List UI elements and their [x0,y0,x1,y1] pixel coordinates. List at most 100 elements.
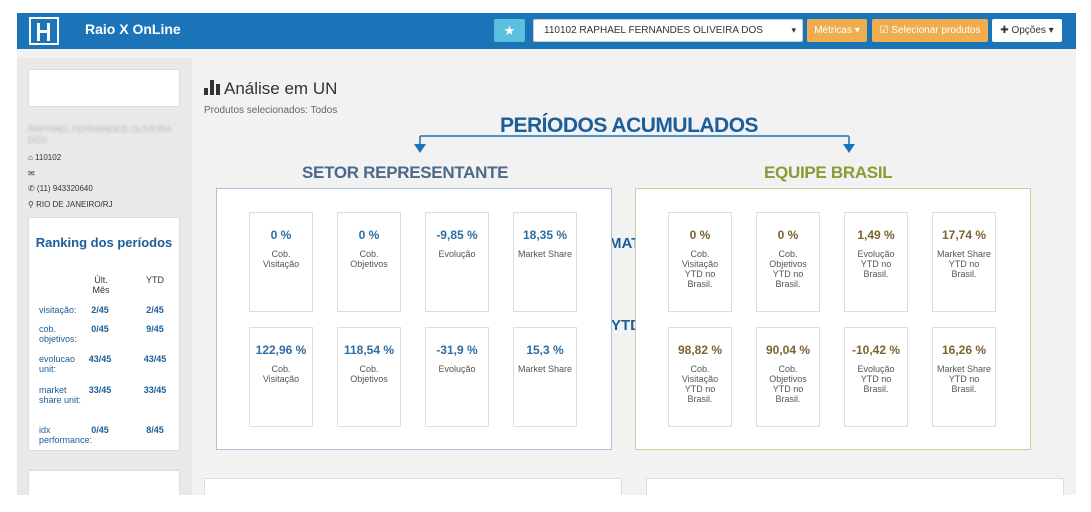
metric-label: Cob. Objetivos YTD no Brasil. [769,249,807,289]
bottom-panel-left [204,478,622,495]
metric-card: 17,74 % Market Share YTD no Brasil. [932,212,996,312]
metric-card: 15,3 % Market Share [513,327,577,427]
representative-select-value: 110102 RAPHAEL FERNANDES OLIVEIRA DOS [544,25,763,36]
metric-card: 90,04 % Cob. Objetivos YTD no Brasil. [756,327,820,427]
avatar [28,69,180,107]
metric-card: 0 % Cob. Visitação [249,212,313,312]
metric-card: -10,42 % Evolução YTD no Brasil. [844,327,908,427]
metric-card: 98,82 % Cob. Visitação YTD no Brasil. [668,327,732,427]
sidebar: RAPHAEL FERNANDES OLIVEIRA DOS ⌂ 110102 … [17,58,192,495]
section-title-equipe-brasil: EQUIPE BRASIL [764,163,893,182]
page-title: Análise em UN [204,79,337,99]
ranking-month-value: 33/45 [88,385,112,395]
metric-label: Market Share [517,249,573,259]
metric-card: 0 % Cob. Objetivos [337,212,401,312]
ranking-label-market-share: market share unit: [39,385,82,405]
star-icon: ★ [503,23,516,38]
page-title-text: Análise em UN [224,79,338,98]
equipe-brasil-panel: 0 % Cob. Visitação YTD no Brasil. 0 % Co… [635,188,1031,450]
ranking-col-ytd: YTD [146,275,164,285]
metric-value: 122,96 % [255,343,307,357]
select-products-button[interactable]: ☑ Selecionar produtos [872,19,988,42]
bottom-panel-right [646,478,1064,495]
metric-label: Evolução [438,364,476,374]
metric-value: -10,42 % [851,343,901,357]
ranking-month-value: 0/45 [91,324,109,334]
ranking-ytd-value: 33/45 [143,385,167,395]
section-title-setor: SETOR REPRESENTANTE [302,163,509,182]
metric-card: 118,54 % Cob. Objetivos [337,327,401,427]
metric-label: Market Share YTD no Brasil. [936,249,992,279]
metric-value: 90,04 % [765,343,811,357]
metric-label: Market Share YTD no Brasil. [936,364,992,394]
ranking-month-value: 43/45 [88,354,112,364]
metric-card: -9,85 % Evolução [425,212,489,312]
metric-card: -31,9 % Evolução [425,327,489,427]
metric-value: 1,49 % [857,228,895,242]
chevron-down-icon: ▾ [791,25,796,35]
representative-select[interactable]: 110102 RAPHAEL FERNANDES OLIVEIRA DOS ▾ [533,19,803,42]
ranking-label-evolucao: evolucao unit: [39,354,76,374]
metric-label: Cob. Visitação YTD no Brasil. [681,249,719,289]
ranking-label-visitacao: visitação: [39,305,77,315]
metric-label: Cob. Visitação [262,364,300,384]
ytd-label: YTD [611,317,641,334]
metric-value: -31,9 % [436,343,478,357]
metric-label: Cob. Objetivos [350,249,388,269]
annotation-periodos-acumulados: PERÍODOS ACUMULADOS [500,114,759,137]
ranking-ytd-value: 9/45 [146,324,164,334]
rep-phone: ✆ (11) 943320640 [28,184,93,193]
metric-value: 0 % [270,228,292,242]
envelope-icon[interactable]: ✉ [28,169,35,178]
bar-chart-icon [204,80,220,95]
options-dropdown-button[interactable]: ✚ Opções ▾ [992,19,1062,42]
ranking-month-value: 0/45 [91,425,109,435]
sidebar-secondary-panel [28,470,180,495]
metric-value: -9,85 % [436,228,478,242]
metric-label: Evolução YTD no Brasil. [857,364,895,394]
metric-value: 15,3 % [526,343,564,357]
metric-card: 18,35 % Market Share [513,212,577,312]
metric-label: Cob. Objetivos YTD no Brasil. [769,364,807,404]
favorite-star-button[interactable]: ★ [494,19,525,42]
metric-value: 0 % [689,228,711,242]
rep-name: RAPHAEL FERNANDES OLIVEIRA DOS [28,124,172,145]
bracket-arrows [414,135,855,153]
ranking-ytd-value: 2/45 [146,305,164,315]
metric-value: 17,74 % [941,228,987,242]
metric-label: Cob. Objetivos [350,364,388,384]
rep-location: ⚲ RIO DE JANEIRO/RJ [28,200,113,209]
ranking-panel: Ranking dos períodos Últ. Mês YTD visita… [28,217,180,451]
metric-card: 122,96 % Cob. Visitação [249,327,313,427]
app-title[interactable]: Raio X OnLine [85,21,181,37]
metric-label: Market Share [517,364,573,374]
metric-value: 118,54 % [343,343,395,357]
ranking-ytd-value: 8/45 [146,425,164,435]
metric-value: 98,82 % [677,343,723,357]
metric-card: 1,49 % Evolução YTD no Brasil. [844,212,908,312]
metric-card: 16,26 % Market Share YTD no Brasil. [932,327,996,427]
app-frame: Raio X OnLine ★ 110102 RAPHAEL FERNANDES… [17,13,1076,495]
top-navbar: Raio X OnLine ★ 110102 RAPHAEL FERNANDES… [17,13,1076,49]
ranking-label-idx-performance: idx performance: [39,425,93,445]
metric-card: 0 % Cob. Objetivos YTD no Brasil. [756,212,820,312]
metric-value: 0 % [358,228,380,242]
metric-label: Evolução YTD no Brasil. [857,249,895,279]
metricas-dropdown-button[interactable]: Métricas ▾ [807,19,867,42]
ranking-col-month: Últ. Mês [92,275,110,295]
metric-label: Cob. Visitação [262,249,300,269]
selected-products-text: Produtos selecionados: Todos [204,105,338,116]
mat-label: MAT [609,235,641,252]
metric-card: 0 % Cob. Visitação YTD no Brasil. [668,212,732,312]
metric-value: 16,26 % [941,343,987,357]
setor-panel: 0 % Cob. Visitação 0 % Cob. Objetivos -9… [216,188,612,450]
metric-value: 0 % [777,228,799,242]
ranking-title: Ranking dos períodos [35,235,173,250]
metric-label: Cob. Visitação YTD no Brasil. [681,364,719,404]
ranking-ytd-value: 43/45 [143,354,167,364]
ranking-label-objetivos: cob. objetivos: [39,324,78,344]
metric-label: Evolução [438,249,476,259]
metric-value: 18,35 % [522,228,568,242]
app-logo-icon[interactable] [29,17,59,45]
ranking-month-value: 2/45 [91,305,109,315]
